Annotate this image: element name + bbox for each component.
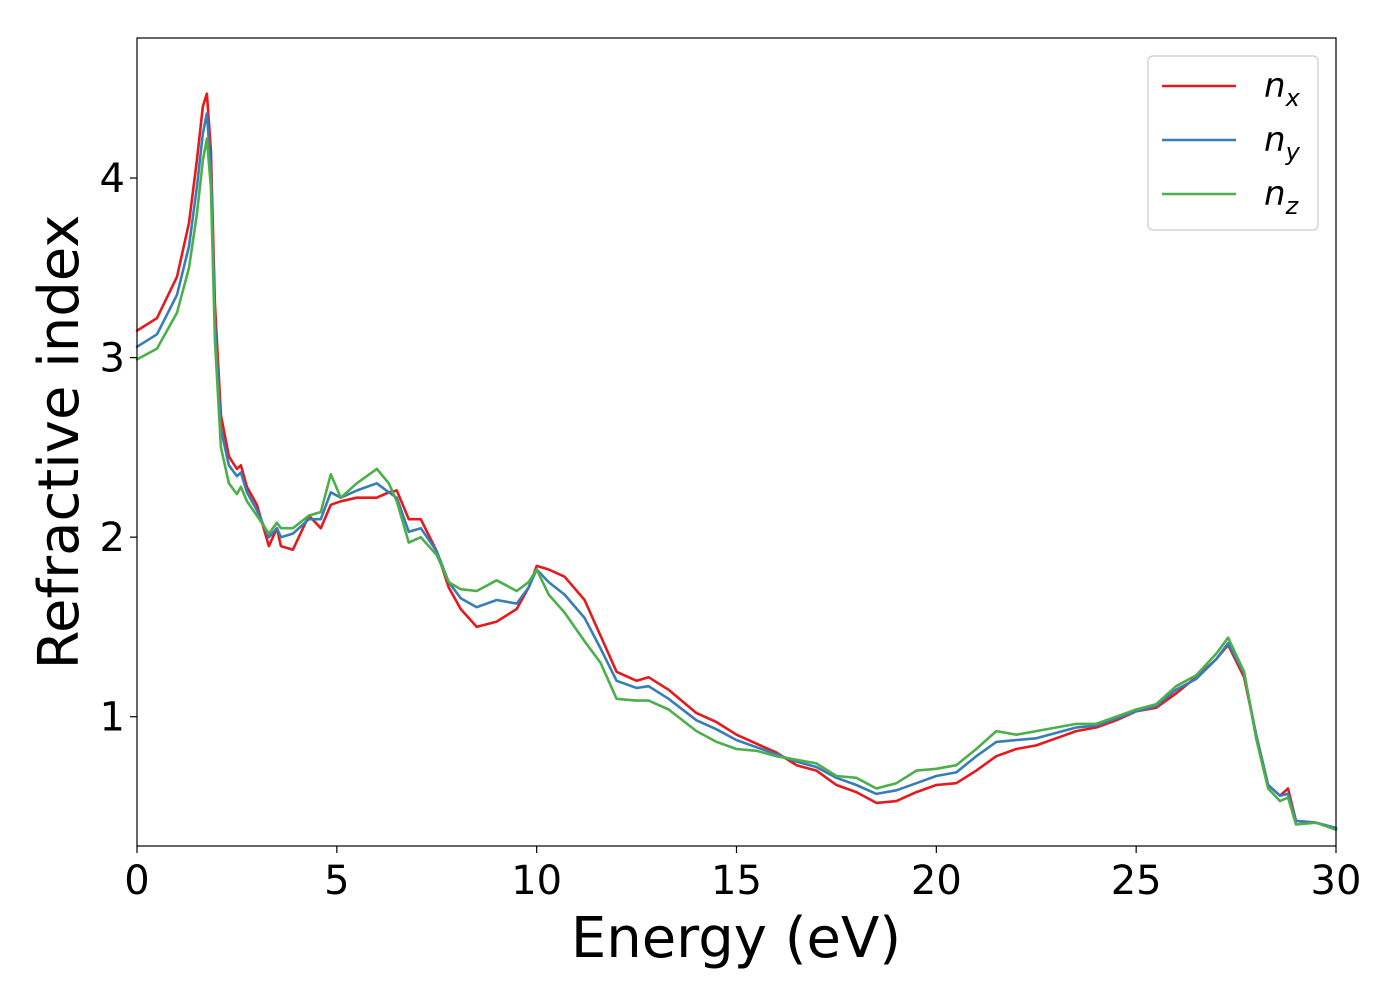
x-axis-label: Energy (eV) [571,906,901,971]
x-tick-label: 25 [1111,858,1162,904]
y-tick-label: 3 [100,336,125,382]
y-axis-ticks: 1 2 3 4 [100,156,137,741]
y-tick-label: 2 [100,515,125,561]
x-tick-label: 20 [911,858,962,904]
y-tick-label: 4 [100,156,125,202]
legend-box [1147,55,1319,231]
x-tick-label: 0 [124,858,149,904]
series-line-z [135,137,1338,832]
x-tick-label: 5 [324,858,349,904]
series-line-y [135,112,1338,830]
y-axis-label: Refractive index [27,215,92,670]
plot-lines [135,92,1338,832]
x-axis-ticks: 0 5 10 15 20 25 30 [124,846,1361,904]
x-tick-label: 15 [711,858,762,904]
x-tick-label: 10 [511,858,562,904]
x-tick-label: 30 [1311,858,1362,904]
y-tick-label: 1 [100,695,125,741]
